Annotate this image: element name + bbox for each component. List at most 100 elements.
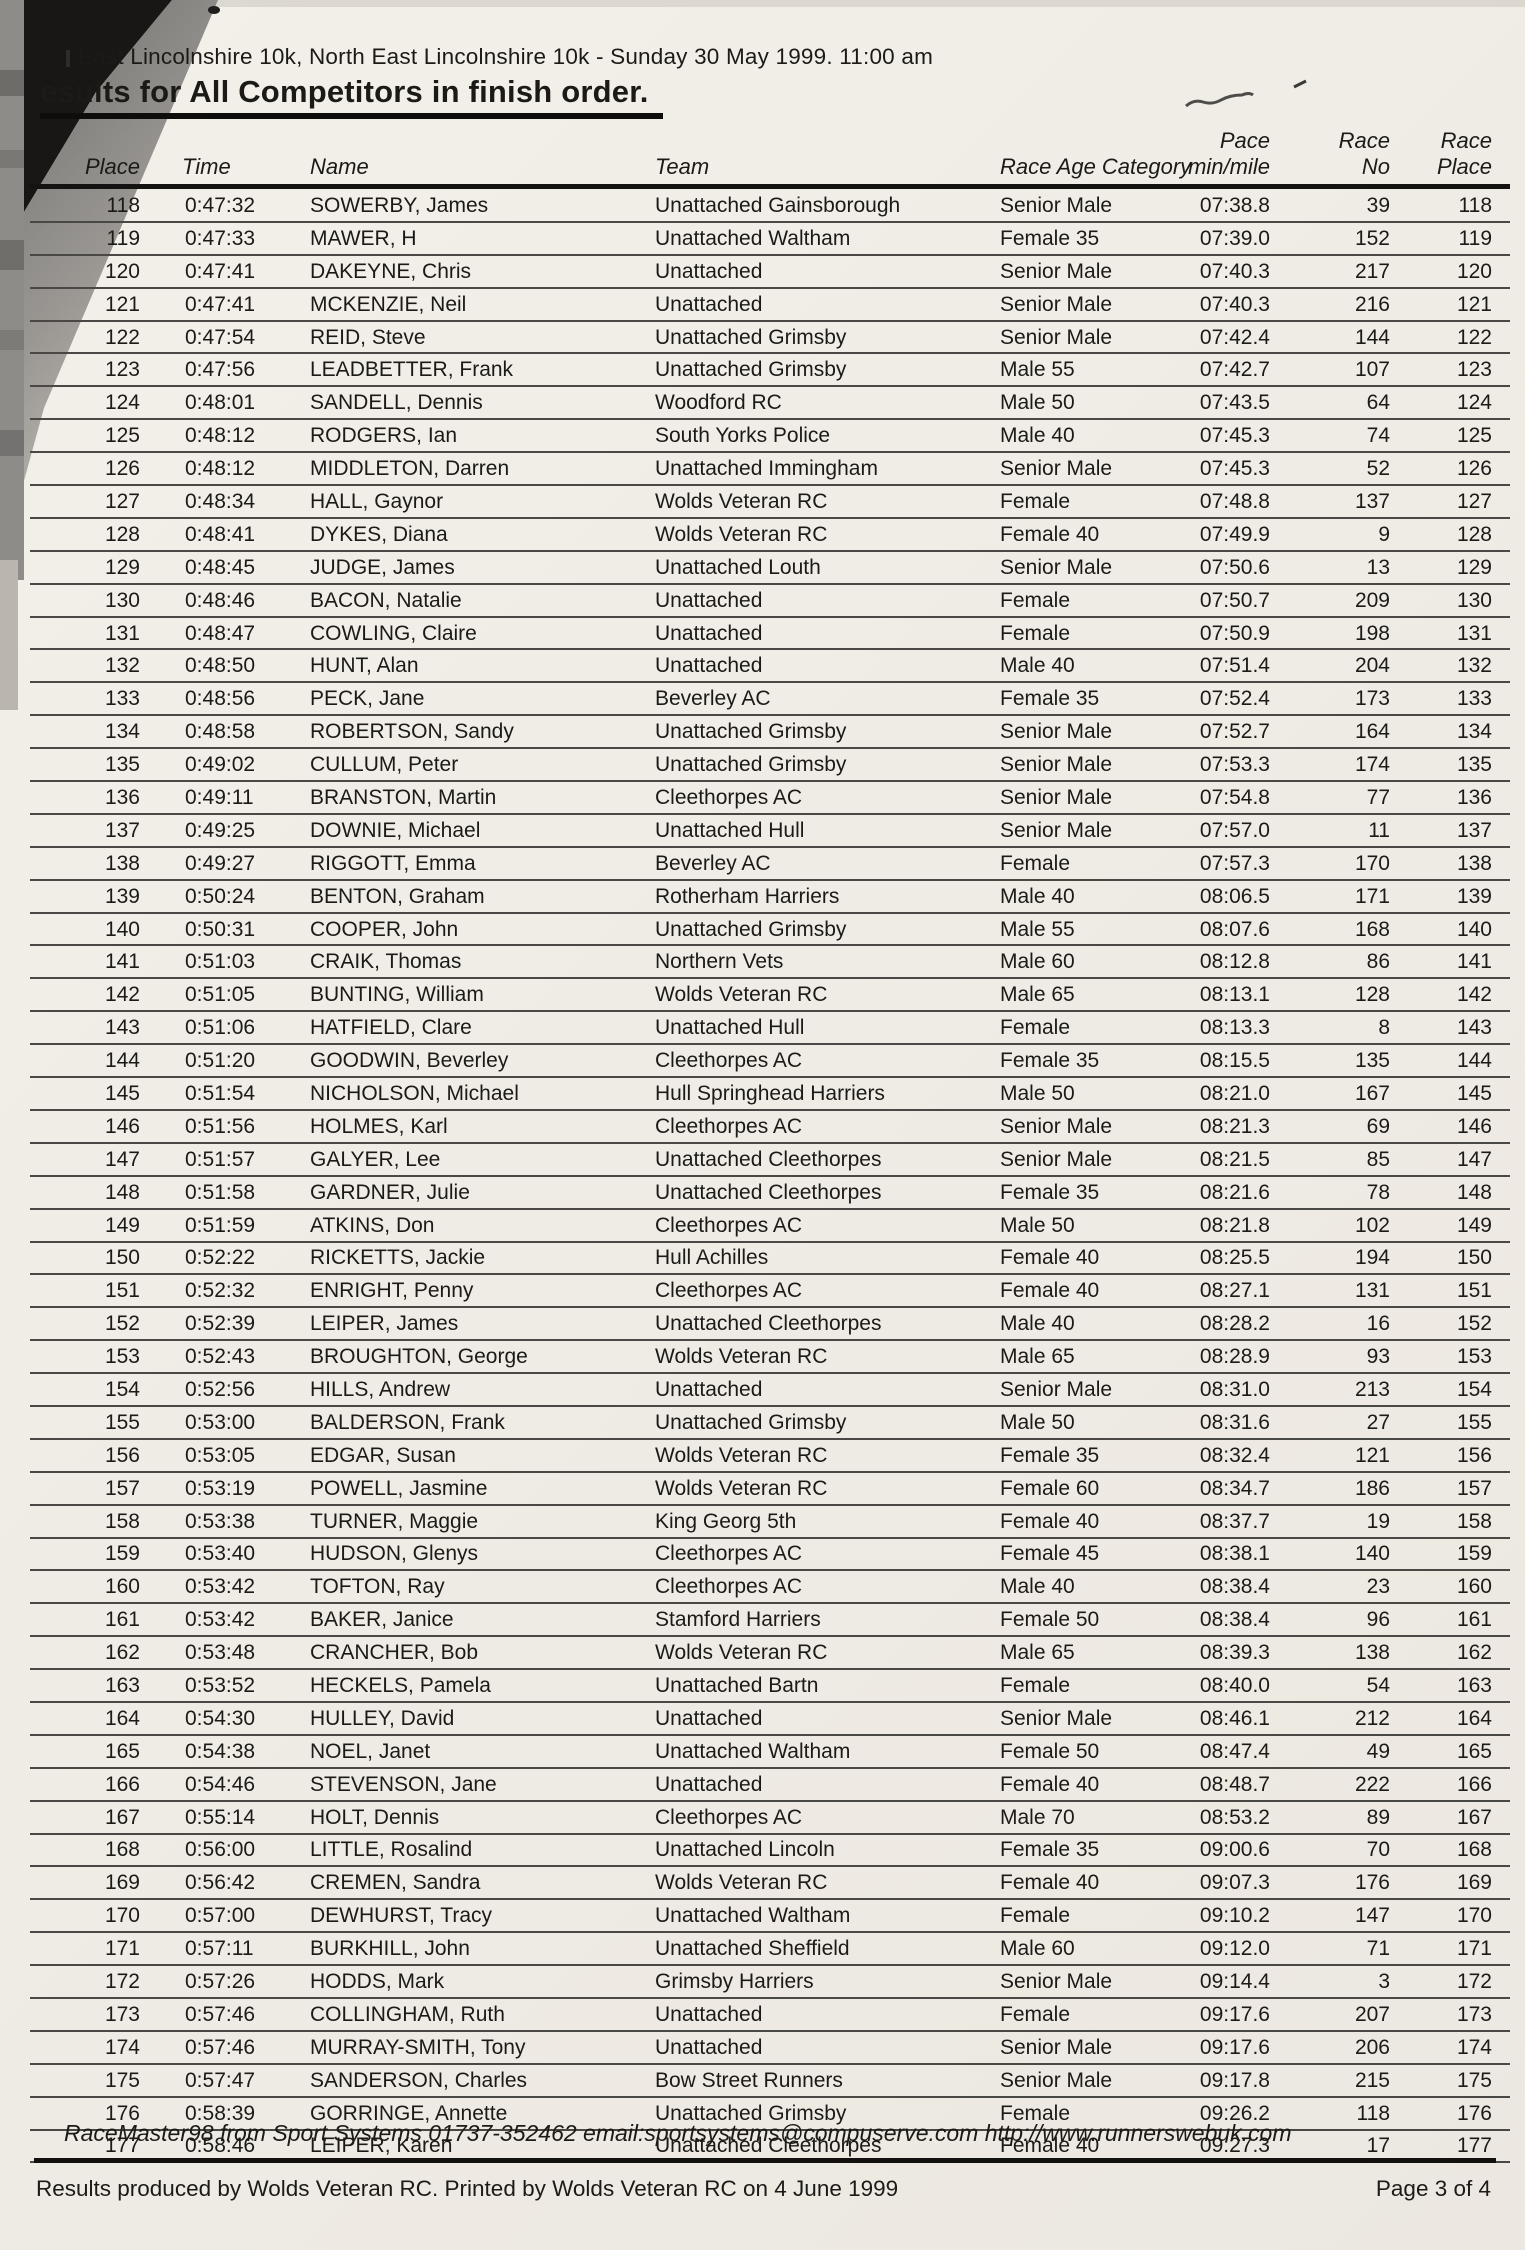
- cell-name: LEIPER, James: [310, 1312, 459, 1336]
- cell-place: 165: [104, 1739, 140, 1763]
- cell-time: 0:54:30: [185, 1706, 256, 1730]
- cell-pace: 07:57.0: [1199, 818, 1270, 842]
- cell-time: 0:48:45: [185, 555, 256, 579]
- cell-place: 171: [104, 1937, 140, 1961]
- cell-race-place: 121: [1456, 292, 1492, 316]
- cell-category: Senior Male: [1000, 1147, 1113, 1171]
- cell-place: 133: [104, 687, 140, 711]
- cell-race-no: 3: [1378, 1970, 1390, 1994]
- page-number: Page 3 of 4: [1375, 2176, 1491, 2201]
- cell-race-place: 129: [1456, 555, 1492, 579]
- cell-name: SANDERSON, Charles: [310, 2068, 528, 2092]
- cell-team: Unattached: [655, 2035, 763, 2059]
- cell-category: Female 60: [1000, 1476, 1100, 1500]
- cell-pace: 07:45.3: [1199, 457, 1270, 481]
- cell-race-no: 176: [1354, 1871, 1390, 1895]
- cell-team: Unattached Grimsby: [655, 720, 847, 744]
- cell-category: Senior Male: [1000, 818, 1113, 842]
- cell-place: 163: [104, 1674, 140, 1698]
- table-row: 163 0:53:52 HECKELS, Pamela Unattached Bart…: [30, 1670, 1510, 1703]
- cell-team: Cleethorpes AC: [655, 1575, 803, 1599]
- cell-pace: 09:17.8: [1199, 2068, 1270, 2092]
- cell-name: EDGAR, Susan: [310, 1443, 456, 1467]
- cell-name: HULLEY, David: [310, 1706, 455, 1730]
- cell-team: Beverley AC: [655, 687, 771, 711]
- cell-category: Female: [1000, 2101, 1071, 2125]
- cell-race-no: 174: [1354, 753, 1390, 777]
- table-row: 147 0:51:57 GALYER, Lee Unattached Cleethor…: [30, 1144, 1510, 1177]
- cell-race-place: 118: [1458, 193, 1492, 217]
- cell-time: 0:48:46: [185, 588, 256, 612]
- table-row: 174 0:57:46 MURRAY-SMITH, Tony Unattached Se…: [30, 2032, 1510, 2065]
- cell-race-place: 170: [1456, 1904, 1492, 1928]
- cell-place: 175: [104, 2068, 140, 2092]
- cell-team: Cleethorpes AC: [655, 1279, 803, 1303]
- cell-race-no: 138: [1354, 1641, 1390, 1665]
- table-row: 159 0:53:40 HUDSON, Glenys Cleethorpes AC Fe…: [30, 1539, 1510, 1572]
- cell-race-place: 145: [1456, 1081, 1492, 1105]
- cell-pace: 08:12.8: [1199, 950, 1270, 974]
- cell-team: Wolds Veteran RC: [655, 1871, 828, 1895]
- cell-time: 0:58:39: [185, 2101, 256, 2125]
- cell-race-place: 127: [1456, 489, 1492, 513]
- cell-time: 0:54:46: [185, 1772, 256, 1796]
- cell-team: Unattached Immingham: [655, 457, 878, 481]
- cell-time: 0:51:20: [185, 1049, 256, 1073]
- cell-time: 0:48:12: [185, 424, 256, 448]
- cell-time: 0:51:57: [185, 1147, 256, 1171]
- col-header-race-no-top: Race: [1338, 128, 1390, 153]
- cell-name: DEWHURST, Tracy: [310, 1904, 493, 1928]
- cell-category: Female 40: [1000, 1509, 1100, 1533]
- cell-name: HUDSON, Glenys: [310, 1542, 479, 1566]
- cell-pace: 08:31.0: [1199, 1378, 1270, 1401]
- cell-time: 0:57:11: [185, 1937, 254, 1961]
- table-row: 151 0:52:32 ENRIGHT, Penny Cleethorpes AC Fe…: [30, 1275, 1510, 1309]
- cell-place: 162: [104, 1641, 140, 1665]
- cell-place: 146: [104, 1114, 140, 1138]
- cell-race-no: 71: [1366, 1937, 1390, 1961]
- cell-place: 144: [104, 1049, 140, 1073]
- cell-time: 0:53:48: [185, 1641, 256, 1665]
- cell-race-place: 154: [1456, 1378, 1492, 1401]
- cell-category: Female 40: [1000, 2134, 1100, 2158]
- cell-race-no: 173: [1354, 687, 1390, 711]
- cell-time: 0:49:11: [185, 785, 254, 809]
- cell-team: Unattached Waltham: [655, 1739, 851, 1763]
- cell-category: Senior Male: [1000, 1970, 1113, 1994]
- cell-pace: 08:28.9: [1199, 1345, 1270, 1369]
- table-row: 123 0:47:56 LEADBETTER, Frank Unattached Gr…: [30, 354, 1510, 388]
- col-header-category: Race Age Category: [1000, 153, 1192, 179]
- cell-race-no: 93: [1366, 1345, 1390, 1369]
- cell-race-no: 77: [1366, 785, 1390, 809]
- cell-name: BENTON, Graham: [310, 884, 485, 908]
- cell-name: NICHOLSON, Michael: [310, 1081, 519, 1105]
- cell-name: STEVENSON, Jane: [310, 1772, 497, 1796]
- cell-pace: 08:40.0: [1199, 1674, 1270, 1698]
- cell-team: Wolds Veteran RC: [655, 1443, 828, 1467]
- cell-race-place: 158: [1456, 1509, 1492, 1533]
- cell-name: HOLMES, Karl: [310, 1114, 448, 1138]
- cell-category: Senior Male: [1000, 555, 1113, 579]
- cell-time: 0:49:02: [185, 753, 256, 777]
- table-row: 146 0:51:56 HOLMES, Karl Cleethorpes AC Seni…: [30, 1111, 1510, 1144]
- cell-place: 169: [104, 1871, 140, 1895]
- cell-pace: 07:50.9: [1199, 621, 1270, 645]
- cell-category: Senior Male: [1000, 785, 1113, 809]
- cell-race-place: 160: [1456, 1575, 1492, 1599]
- cell-place: 161: [104, 1608, 140, 1632]
- scanner-streak: [0, 240, 24, 270]
- cell-team: Unattached Cleethorpes: [655, 2134, 882, 2158]
- cell-pace: 07:48.8: [1199, 489, 1270, 513]
- cell-place: 147: [104, 1147, 140, 1171]
- cell-pace: 07:51.4: [1199, 654, 1270, 678]
- cell-pace: 09:26.2: [1199, 2101, 1270, 2125]
- cell-pace: 08:31.6: [1199, 1410, 1270, 1434]
- cell-race-place: 165: [1456, 1739, 1492, 1763]
- cell-name: CRANCHER, Bob: [310, 1641, 479, 1665]
- table-row: 119 0:47:33 MAWER, H Unattached Waltham Fema…: [30, 223, 1510, 256]
- cell-team: Unattached: [655, 259, 763, 283]
- cell-pace: 07:54.8: [1199, 785, 1270, 809]
- table-row: 134 0:48:58 ROBERTSON, Sandy Unattached Gri…: [30, 716, 1510, 750]
- cell-team: Unattached: [655, 1378, 763, 1401]
- cell-time: 0:48:01: [185, 391, 256, 415]
